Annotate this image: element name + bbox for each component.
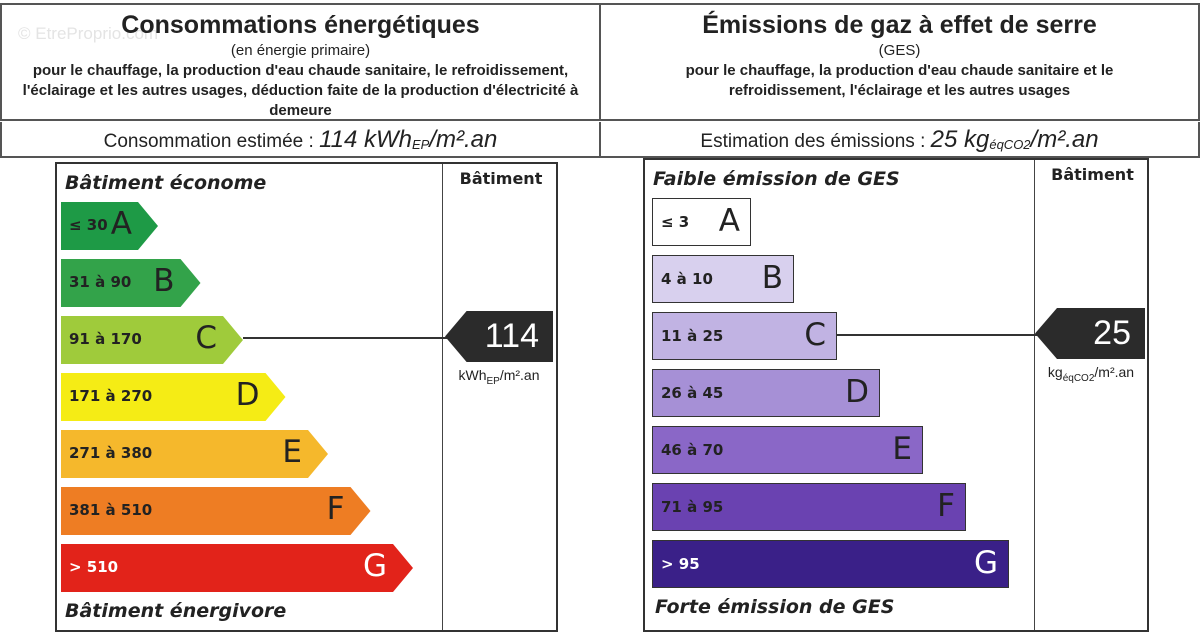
- ges-value-unit: kgéqCO2/m².an: [1047, 364, 1135, 384]
- energy-top-caption: Bâtiment économe: [65, 172, 267, 194]
- energy-class-range: 381 à 510: [69, 501, 153, 519]
- ges-class-range: 46 à 70: [661, 441, 724, 459]
- ges-class-letter: B: [761, 260, 783, 296]
- energy-class-e-bar: 271 à 380 E: [61, 430, 328, 478]
- energy-bottom-caption: Bâtiment énergivore: [65, 600, 287, 622]
- ges-class-f-bar: 71 à 95 F: [652, 483, 966, 531]
- ges-subtitle: (GES): [878, 42, 921, 59]
- energy-class-letter: C: [195, 320, 217, 356]
- energy-class-range: 31 à 90: [69, 273, 132, 291]
- ges-class-g-bar: > 95 G: [652, 540, 1009, 588]
- energy-title: Consommations énergétiques: [121, 11, 480, 39]
- ges-building-column: Bâtiment: [1034, 160, 1150, 630]
- energy-class-b-bar: 31 à 90 B: [61, 259, 201, 307]
- ges-class-e-bar: 46 à 70 E: [652, 426, 923, 474]
- ges-class-letter: F: [937, 488, 955, 524]
- energy-estimate-value: 114 kWhEP/m².an: [319, 126, 498, 153]
- ges-estimate-label: Estimation des émissions :: [700, 131, 926, 152]
- energy-class-range: ≤ 30: [69, 216, 108, 234]
- ges-class-letter: C: [804, 317, 826, 353]
- energy-building-column: Bâtiment: [442, 164, 559, 630]
- ges-top-caption: Faible émission de GES: [653, 168, 900, 190]
- ges-class-range: 71 à 95: [661, 498, 724, 516]
- ges-class-letter: E: [892, 431, 912, 467]
- energy-class-letter: B: [153, 263, 175, 299]
- energy-value-unit: kWhEP/m².an: [458, 367, 540, 387]
- energy-header: Consommations énergétiques (en énergie p…: [0, 3, 601, 121]
- ges-class-a-bar: ≤ 3 A: [652, 198, 751, 246]
- ges-class-letter: G: [973, 545, 998, 581]
- ges-class-range: > 95: [661, 555, 700, 573]
- energy-class-f-bar: 381 à 510 F: [61, 487, 371, 535]
- ges-value-indicator: 25: [1035, 308, 1145, 359]
- energy-class-letter: D: [235, 377, 260, 413]
- energy-column-title: Bâtiment: [459, 169, 543, 188]
- energy-class-range: > 510: [69, 558, 119, 576]
- ges-label-box: Faible émission de GES Forte émission de…: [643, 158, 1149, 632]
- energy-indicator-line: [243, 337, 448, 339]
- ges-estimate-value: 25 kgéqCO2/m².an: [930, 126, 1099, 153]
- energy-class-d-bar: 171 à 270 D: [61, 373, 286, 421]
- energy-class-a-bar: ≤ 30 A: [61, 202, 158, 250]
- watermark: © EtreProprio.com: [18, 24, 159, 43]
- ges-class-letter: D: [845, 374, 869, 410]
- ges-class-range: 26 à 45: [661, 384, 724, 402]
- energy-class-range: 91 à 170: [69, 330, 142, 348]
- ges-header: Émissions de gaz à effet de serre (GES) …: [599, 3, 1200, 121]
- ges-class-range: 11 à 25: [661, 327, 724, 345]
- energy-class-range: 171 à 270: [69, 387, 153, 405]
- energy-label-box: Bâtiment économe Bâtiment énergivore Bât…: [55, 162, 558, 632]
- energy-description: pour le chauffage, la production d'eau c…: [22, 62, 579, 119]
- ges-class-d-bar: 26 à 45 D: [652, 369, 880, 417]
- energy-class-g-bar: > 510 G: [61, 544, 413, 592]
- energy-class-letter: F: [326, 491, 345, 527]
- ges-bottom-caption: Forte émission de GES: [655, 596, 895, 618]
- ges-class-range: ≤ 3: [661, 213, 690, 231]
- energy-subtitle: (en énergie primaire): [230, 42, 371, 59]
- energy-class-letter: E: [282, 434, 302, 470]
- ges-class-letter: A: [718, 203, 740, 239]
- energy-class-range: 271 à 380: [69, 444, 153, 462]
- energy-estimate-label: Consommation estimée :: [103, 131, 314, 152]
- energy-estimate: Consommation estimée : 114 kWhEP/m².an: [0, 122, 601, 158]
- energy-class-letter: G: [362, 548, 387, 584]
- energy-class-letter: A: [110, 206, 132, 242]
- ges-class-range: 4 à 10: [661, 270, 713, 288]
- ges-estimate: Estimation des émissions : 25 kgéqCO2/m²…: [599, 122, 1200, 158]
- ges-class-b-bar: 4 à 10 B: [652, 255, 794, 303]
- ges-class-c-bar: 11 à 25 C: [652, 312, 837, 360]
- energy-class-c-bar: 91 à 170 C: [61, 316, 243, 364]
- ges-description: pour le chauffage, la production d'eau c…: [685, 62, 1114, 99]
- ges-column-title: Bâtiment: [1051, 165, 1134, 184]
- energy-value-indicator: 114: [445, 311, 553, 362]
- ges-title: Émissions de gaz à effet de serre: [702, 11, 1097, 39]
- ges-indicator-line: [836, 334, 1038, 336]
